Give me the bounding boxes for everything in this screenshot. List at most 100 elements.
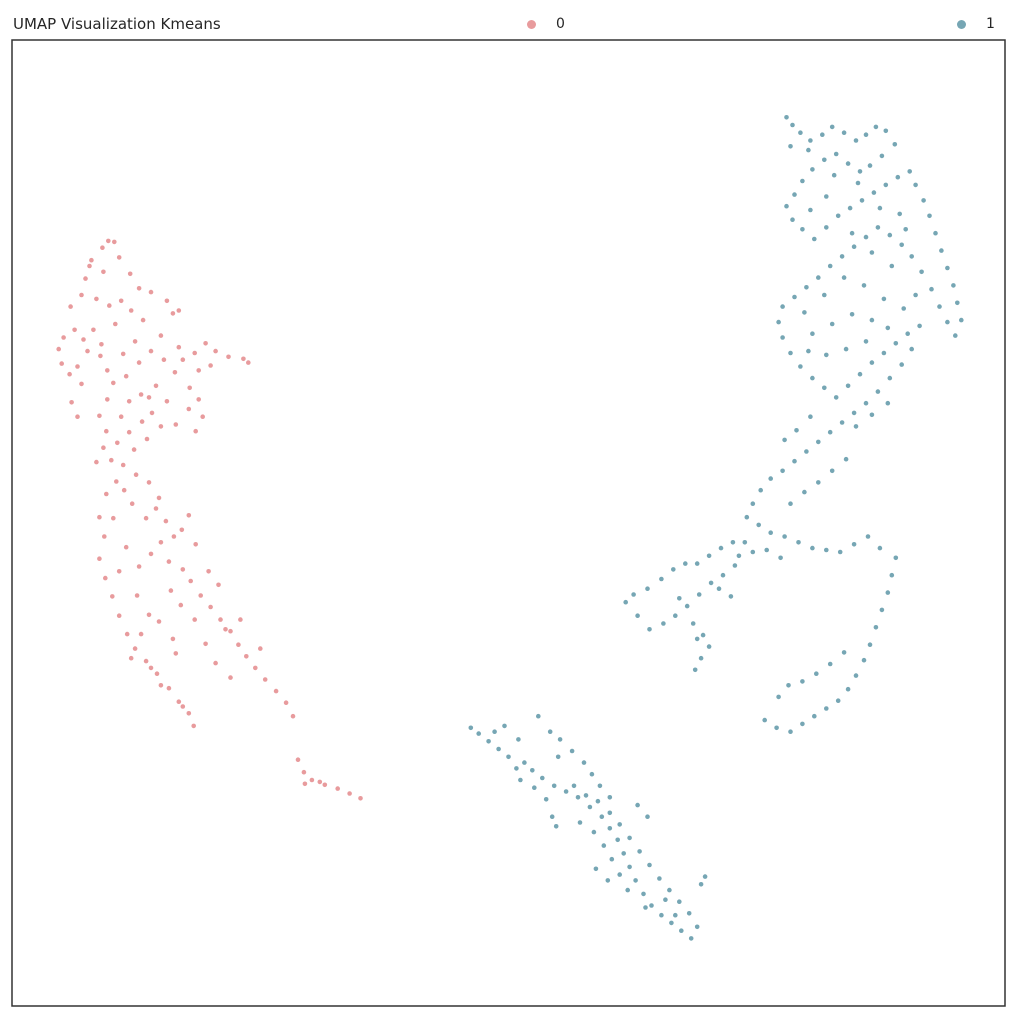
scatter-point-series-1 — [635, 802, 640, 808]
scatter-point-series-1 — [806, 147, 811, 153]
scatter-point-series-1 — [694, 924, 700, 930]
scatter-point-series-0 — [139, 419, 145, 424]
scatter-point-series-0 — [283, 700, 289, 705]
scatter-point-series-1 — [827, 661, 833, 667]
scatter-point-series-0 — [102, 534, 107, 539]
scatter-point-series-1 — [657, 876, 662, 881]
scatter-point-series-1 — [837, 549, 843, 555]
scatter-point-series-0 — [358, 796, 363, 801]
scatter-point-series-0 — [158, 540, 164, 545]
scatter-point-series-0 — [107, 303, 112, 308]
scatter-point-series-0 — [79, 381, 84, 387]
scatter-point-series-1 — [569, 748, 575, 754]
scatter-point-series-1 — [827, 263, 833, 269]
scatter-point-series-0 — [170, 311, 176, 316]
scatter-point-series-0 — [191, 723, 196, 729]
scatter-point-series-0 — [129, 501, 135, 507]
scatter-point-series-1 — [861, 657, 867, 663]
scatter-point-series-0 — [228, 675, 233, 680]
scatter-point-series-1 — [756, 522, 761, 528]
scatter-point-series-1 — [516, 737, 521, 742]
scatter-point-series-1 — [784, 115, 789, 120]
scatter-point-series-0 — [97, 514, 102, 520]
scatter-point-series-1 — [839, 420, 845, 425]
scatter-point-series-0 — [164, 399, 170, 404]
scatter-point-series-1 — [486, 739, 491, 744]
scatter-point-series-1 — [849, 230, 855, 236]
scatter-point-series-1 — [831, 172, 837, 178]
scatter-point-series-1 — [790, 217, 795, 222]
chart-title: UMAP Visualization Kmeans — [13, 15, 221, 33]
scatter-point-series-0 — [111, 515, 116, 521]
scatter-point-series-1 — [571, 783, 577, 789]
scatter-point-series-1 — [627, 864, 632, 870]
scatter-point-series-0 — [56, 346, 61, 352]
scatter-point-series-1 — [853, 138, 859, 143]
scatter-point-series-0 — [127, 271, 133, 277]
scatter-point-series-1 — [869, 317, 875, 323]
scatter-point-series-1 — [581, 760, 587, 765]
scatter-point-series-1 — [877, 205, 883, 211]
scatter-point-series-1 — [885, 400, 891, 406]
scatter-point-series-1 — [798, 364, 803, 369]
scatter-point-series-1 — [859, 198, 865, 203]
scatter-point-series-1 — [700, 632, 706, 638]
scatter-point-series-0 — [347, 791, 352, 796]
scatter-point-series-1 — [607, 826, 613, 831]
scatter-point-series-0 — [203, 641, 208, 647]
scatter-point-series-1 — [845, 686, 851, 692]
scatter-point-series-1 — [706, 644, 712, 649]
scatter-point-series-1 — [778, 555, 783, 561]
scatter-point-series-0 — [301, 769, 307, 775]
scatter-point-series-1 — [945, 319, 950, 325]
scatter-point-series-0 — [317, 779, 323, 785]
scatter-point-series-1 — [800, 721, 805, 727]
scatter-point-series-1 — [919, 269, 924, 275]
scatter-point-series-0 — [146, 612, 152, 618]
scatter-point-series-1 — [673, 912, 678, 918]
scatter-point-series-1 — [909, 254, 914, 259]
scatter-point-series-0 — [121, 487, 127, 493]
scatter-point-series-0 — [116, 613, 122, 618]
scatter-point-series-1 — [863, 400, 869, 406]
scatter-point-series-1 — [627, 835, 632, 841]
scatter-point-series-1 — [816, 439, 821, 445]
scatter-point-series-0 — [132, 339, 138, 344]
scatter-point-series-0 — [67, 371, 72, 377]
scatter-point-series-1 — [577, 820, 583, 825]
scatter-point-series-1 — [563, 789, 569, 794]
scatter-point-series-1 — [829, 124, 835, 130]
scatter-point-series-1 — [794, 428, 799, 433]
scatter-point-series-0 — [186, 406, 192, 412]
scatter-point-series-1 — [776, 319, 781, 325]
legend-item-0: 0 — [527, 16, 565, 32]
legend-label-1: 1 — [986, 16, 995, 32]
scatter-point-series-1 — [476, 731, 482, 736]
scatter-point-series-1 — [851, 410, 857, 416]
scatter-point-series-1 — [829, 321, 835, 327]
scatter-point-series-0 — [208, 604, 213, 610]
scatter-point-series-1 — [847, 205, 853, 211]
scatter-point-series-1 — [782, 534, 787, 539]
scatter-point-series-0 — [75, 414, 80, 420]
scatter-point-series-1 — [518, 777, 523, 783]
scatter-point-series-0 — [126, 399, 132, 404]
scatter-point-series-0 — [228, 628, 233, 634]
scatter-point-series-0 — [138, 392, 144, 397]
scatter-point-series-1 — [730, 540, 736, 545]
scatter-point-series-0 — [208, 363, 213, 368]
scatter-point-series-0 — [173, 651, 179, 656]
scatter-point-series-1 — [645, 814, 650, 819]
scatter-point-series-1 — [857, 371, 863, 377]
scatter-point-series-1 — [698, 655, 704, 661]
scatter-point-series-1 — [788, 729, 793, 734]
scatter-point-series-1 — [708, 580, 714, 586]
scatter-point-series-1 — [800, 227, 805, 232]
scatter-point-series-0 — [75, 364, 80, 369]
scatter-point-series-0 — [115, 440, 120, 446]
scatter-point-series-0 — [136, 564, 142, 569]
scatter-point-series-1 — [649, 903, 654, 908]
scatter-point-series-1 — [802, 489, 807, 495]
scatter-point-series-0 — [196, 368, 201, 373]
scatter-point-series-0 — [105, 397, 110, 402]
